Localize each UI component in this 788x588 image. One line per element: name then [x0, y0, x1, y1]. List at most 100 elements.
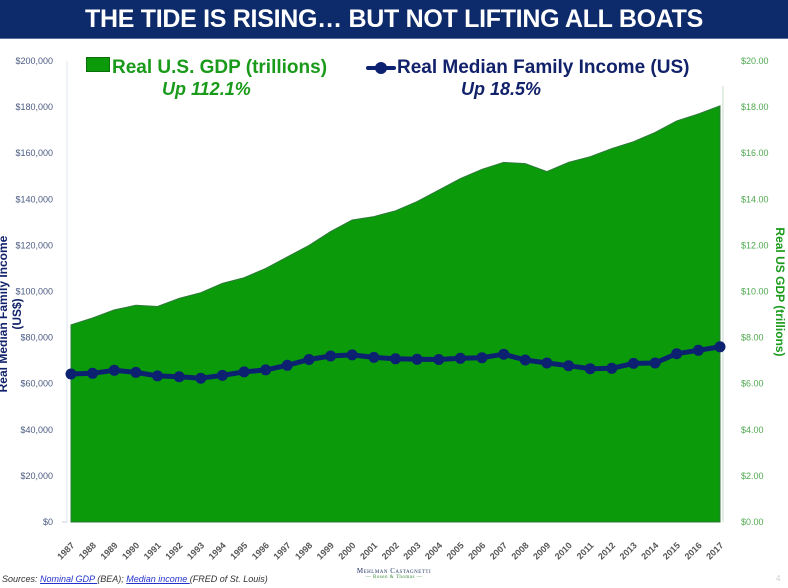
- y-right-tick-label: $10.00: [741, 287, 769, 297]
- income-point-2013: [628, 357, 639, 369]
- page-number: 4: [776, 574, 781, 583]
- x-tick-label: 1990: [120, 540, 141, 561]
- y-axis-right-title: Real US GDP (trillions): [773, 227, 787, 357]
- income-point-2003: [411, 353, 423, 365]
- logo-line-2: — Rosen & Thomas —: [365, 575, 423, 580]
- sources-prefix: Sources:: [2, 574, 41, 584]
- legend-gdp-label: Real U.S. GDP (trillions): [112, 57, 328, 78]
- income-point-2007: [498, 348, 510, 360]
- y-right-tick-label: $6.00: [741, 379, 764, 389]
- x-tick-label: 2015: [661, 540, 682, 561]
- x-tick-label: 1996: [250, 540, 271, 561]
- y-right-tick-label: $8.00: [741, 333, 764, 343]
- income-point-2001: [368, 351, 380, 363]
- gdp-swatch-icon: [86, 57, 110, 72]
- income-point-1988: [87, 367, 99, 379]
- legend-gdp-annotation: Up 112.1%: [162, 79, 251, 99]
- y-left-tick-label: $0: [43, 517, 53, 527]
- income-point-2014: [649, 357, 661, 369]
- income-point-2011: [584, 363, 596, 375]
- income-point-2010: [563, 360, 575, 372]
- sources-mid: (BEA);: [97, 574, 127, 584]
- legend-gdp: Real U.S. GDP (trillions): [86, 57, 327, 79]
- y-right-tick-label: $0.00: [741, 517, 764, 527]
- logo-line-1: Mehlman Castagnetti: [356, 567, 432, 575]
- x-tick-label: 2008: [509, 540, 530, 561]
- income-point-1987: [65, 368, 77, 380]
- y-right-tick-label: $2.00: [741, 471, 764, 481]
- x-tick-label: 2016: [683, 540, 704, 561]
- income-line-marker-icon: [366, 61, 396, 75]
- income-point-1990: [130, 366, 142, 378]
- legend-income-annotation: Up 18.5%: [461, 79, 542, 99]
- income-point-2008: [519, 354, 531, 366]
- x-tick-label: 2002: [380, 540, 401, 561]
- y-left-tick-label: $200,000: [15, 56, 53, 66]
- income-point-1996: [260, 364, 272, 376]
- income-point-2009: [541, 357, 553, 369]
- x-tick-label: 1993: [185, 540, 206, 561]
- x-tick-label: 1991: [142, 540, 163, 561]
- x-tick-label: 2009: [531, 540, 552, 561]
- income-point-2017: [714, 341, 726, 353]
- income-point-1993: [195, 372, 207, 384]
- y-left-tick-label: $180,000: [15, 102, 53, 112]
- income-point-1994: [216, 369, 228, 381]
- x-tick-label: 1998: [293, 540, 314, 561]
- sources-note: Sources: Nominal GDP (BEA); Median incom…: [2, 574, 268, 584]
- y-right-tick-label: $18.00: [741, 102, 769, 112]
- income-point-2000: [346, 349, 358, 361]
- x-tick-label: 2011: [575, 540, 596, 561]
- x-tick-label: 2004: [423, 540, 444, 561]
- x-tick-label: 1994: [207, 540, 228, 561]
- y-left-tick-label: $120,000: [15, 240, 53, 250]
- income-point-1999: [325, 350, 337, 362]
- income-point-2015: [671, 348, 683, 360]
- x-tick-label: 1987: [55, 540, 76, 561]
- y-left-tick-label: $160,000: [15, 148, 53, 158]
- income-point-1991: [152, 370, 163, 382]
- sources-suffix: (FRED of St. Louis): [189, 574, 268, 584]
- y-left-tick-label: $100,000: [15, 287, 53, 297]
- gdp-area: [70, 105, 721, 523]
- y-right-tick-label: $20.00: [741, 56, 769, 66]
- y-left-tick-label: $80,000: [20, 333, 53, 343]
- x-tick-label: 1999: [315, 540, 336, 561]
- slide-title: THE TIDE IS RISING… BUT NOT LIFTING ALL …: [85, 4, 703, 33]
- legend-income-label: Real Median Family Income (US): [397, 57, 690, 78]
- x-tick-label: 1997: [272, 540, 293, 561]
- income-point-1998: [303, 354, 315, 365]
- y-axis-left-title: Real Median Family Income (US$): [0, 235, 24, 393]
- income-point-2006: [476, 352, 488, 364]
- company-logo: Mehlman Castagnetti — Rosen & Thomas —: [330, 567, 458, 580]
- y-left-tick-label: $40,000: [20, 425, 53, 435]
- title-bar: THE TIDE IS RISING… BUT NOT LIFTING ALL …: [0, 0, 788, 39]
- nominal-gdp-link[interactable]: Nominal GDP: [40, 574, 98, 584]
- x-tick-label: 2013: [618, 540, 639, 561]
- y-left-tick-label: $60,000: [20, 379, 53, 389]
- x-tick-label: 2007: [488, 540, 509, 561]
- x-tick-label: 2000: [336, 540, 357, 561]
- x-tick-label: 2005: [445, 540, 466, 561]
- income-point-1995: [238, 366, 250, 378]
- chart: $0 $20,000 $40,000 $60,000 $80,000 $100,000 $1…: [15, 56, 769, 562]
- x-tick-label: 2006: [466, 540, 487, 561]
- x-tick-label: 2017: [704, 540, 725, 561]
- y-right-tick-label: $14.00: [741, 194, 769, 204]
- x-tick-label: 1989: [98, 540, 119, 561]
- y-right-tick-label: $12.00: [741, 240, 769, 250]
- income-point-2004: [433, 354, 445, 365]
- x-tick-label: 1995: [228, 540, 249, 561]
- x-tick-label: 2003: [401, 540, 422, 561]
- y-right-tick-label: $4.00: [741, 425, 764, 435]
- median-income-link[interactable]: Median income: [126, 574, 190, 584]
- income-point-2016: [692, 344, 704, 356]
- x-tick-label: 2001: [358, 540, 379, 561]
- x-tick-label: 2012: [596, 540, 617, 561]
- income-point-1989: [108, 364, 120, 376]
- x-tick-label: 1988: [77, 540, 98, 561]
- income-point-2005: [454, 352, 466, 364]
- income-point-1997: [281, 359, 293, 371]
- income-point-1992: [173, 371, 185, 383]
- y-right-tick-label: $16.00: [741, 148, 769, 158]
